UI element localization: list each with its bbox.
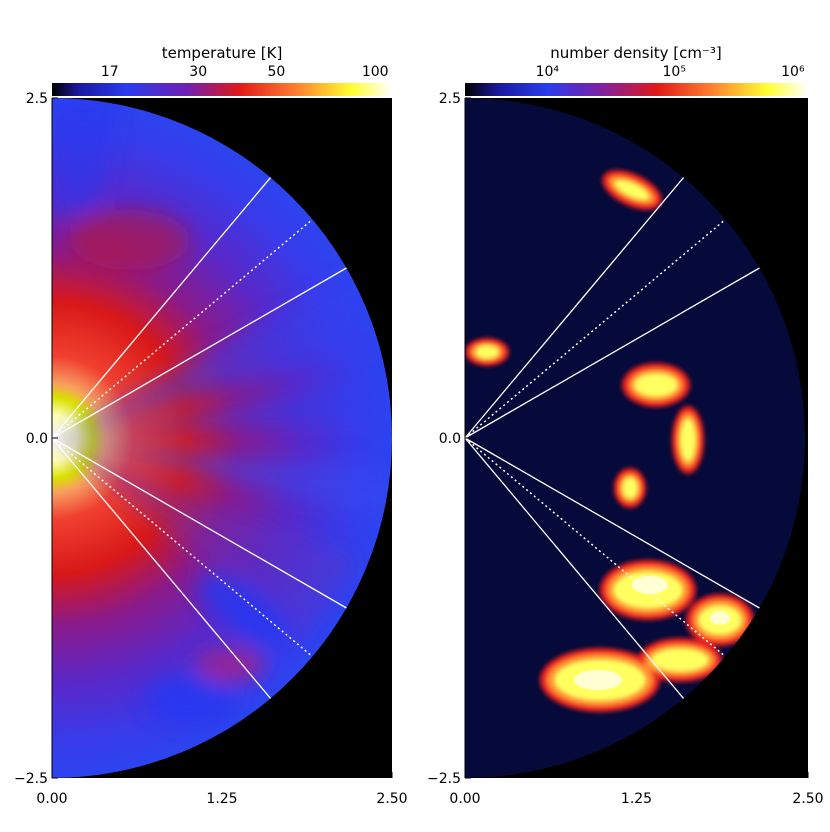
temperature-colorbar-tick-label: 100 [362,64,389,80]
density-colorbar-tick-label: 10⁵ [663,64,686,80]
density-cone-line [464,177,685,439]
density-clumps [465,170,754,712]
temperature-cone-line [51,267,347,439]
density-x-tick-label: 2.50 [792,791,823,807]
density-colorbar-tick-label: 10⁴ [536,64,560,80]
density-x-ticks: 0.00 1.25 2.50 [449,772,824,807]
temperature-colorbar-title: temperature [K] [162,44,283,62]
density-x-tick-label: 1.25 [621,791,652,807]
temperature-cone-line [51,177,272,439]
density-x-tick-label: 0.00 [449,791,480,807]
density-cone-line [464,437,726,658]
temperature-x-tick-label: 2.50 [376,791,407,807]
density-colorbar-tick-label: 10⁶ [781,64,805,80]
temperature-y-tick-label: 2.5 [26,91,48,107]
density-cone-line [464,437,760,609]
density-y-ticks: 2.5 0.0 −2.5 [427,91,471,787]
temperature-cone-line [51,437,313,658]
density-y-tick-label: 2.5 [439,91,461,107]
temperature-cone-line [51,437,347,609]
temperature-y-tick-label: −2.5 [14,771,48,787]
density-cone-line [464,437,685,699]
temperature-colorbar-tick-label: 30 [189,64,207,80]
density-colorbar-ticks: 10⁴ 10⁵ 10⁶ [536,64,805,80]
density-cone-line [464,267,760,439]
temperature-cone-lines [51,177,347,699]
density-colorbar [465,83,808,96]
temperature-y-ticks: 2.5 0.0 −2.5 [14,91,58,787]
density-colorbar-title: number density [cm⁻³] [550,44,722,62]
temperature-colorbar-tick-label: 17 [101,64,119,80]
temperature-x-tick-label: 0.00 [36,791,67,807]
temperature-cone-line [51,437,272,699]
density-y-tick-label: −2.5 [427,771,461,787]
temperature-colorbar-ticks: 17 30 50 100 [101,64,389,80]
temperature-panel: temperature [K] 17 30 50 100 0.00 1.25 2.50 2… [14,44,408,807]
temperature-cone-line [51,218,313,439]
temperature-colorbar [52,83,392,96]
density-cone-lines [464,177,760,699]
temperature-y-tick-label: 0.0 [26,431,48,447]
temperature-colorbar-tick-label: 50 [267,64,285,80]
temperature-x-tick-label: 1.25 [206,791,237,807]
density-y-tick-label: 0.0 [439,431,461,447]
temperature-x-ticks: 0.00 1.25 2.50 [36,772,408,807]
density-panel: number density [cm⁻³] 10⁴ 10⁵ 10⁶ [427,44,824,807]
density-cone-line [464,218,726,439]
